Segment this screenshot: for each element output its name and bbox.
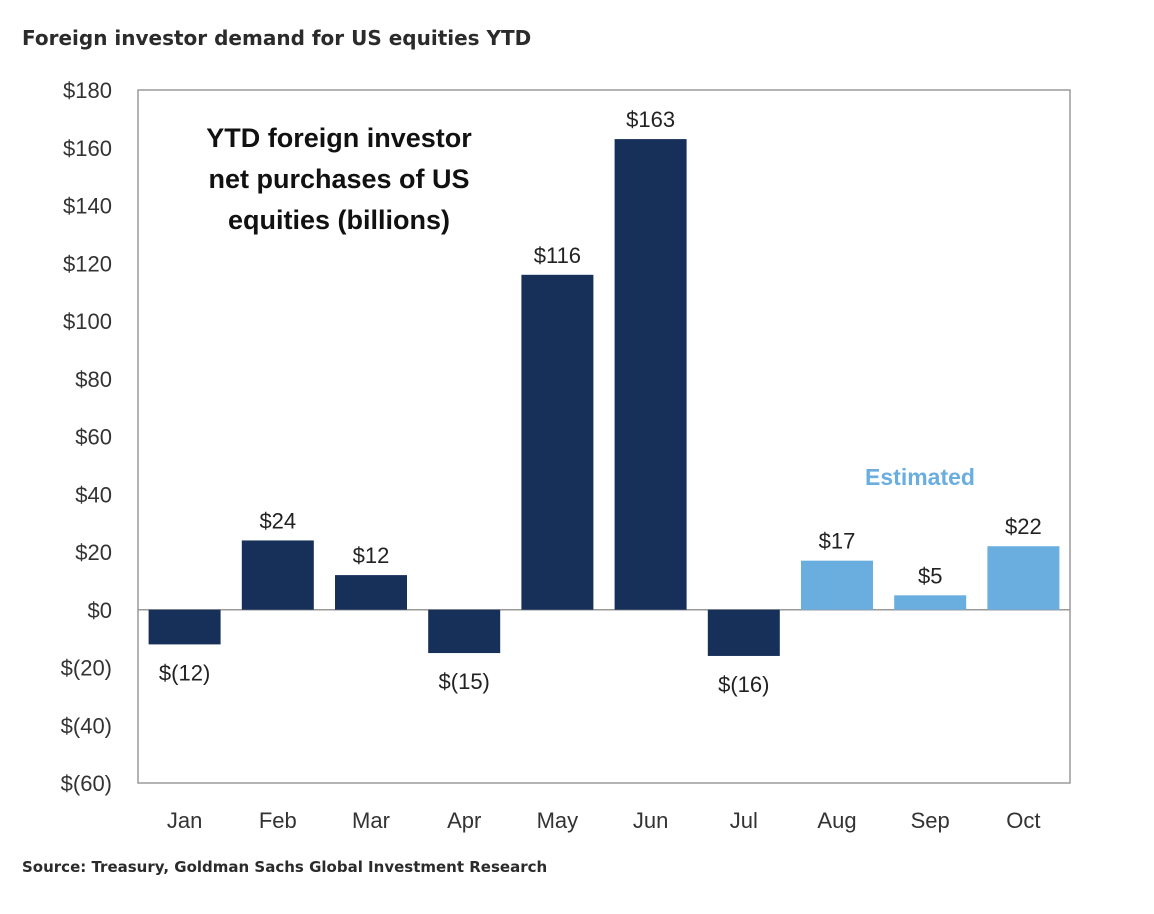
x-tick-label: Jun	[633, 808, 668, 833]
y-tick-label: $20	[75, 540, 112, 565]
bars	[148, 139, 1060, 656]
data-label-oct: $22	[1005, 514, 1042, 539]
bar-apr	[428, 609, 501, 654]
data-label-aug: $17	[819, 529, 856, 554]
y-tick-label: $40	[75, 482, 112, 507]
x-tick-label: Aug	[817, 808, 856, 833]
data-label-may: $116	[534, 243, 581, 268]
source-note: Source: Treasury, Goldman Sachs Global I…	[22, 858, 548, 876]
bar-feb	[241, 540, 314, 610]
y-tick-label: $120	[63, 251, 112, 276]
bar-aug	[801, 560, 873, 610]
bar-may	[521, 274, 594, 610]
y-tick-label: $60	[75, 425, 112, 450]
y-tick-label: $160	[63, 136, 112, 161]
data-label-feb: $24	[259, 508, 296, 533]
y-tick-label: $0	[88, 598, 112, 623]
data-label-mar: $12	[353, 543, 390, 568]
bar-jul	[707, 609, 780, 656]
data-label-jul: $(16)	[718, 672, 769, 697]
x-tick-label: Sep	[911, 808, 950, 833]
data-label-jun: $163	[626, 107, 675, 132]
y-tick-label: $(60)	[61, 771, 112, 796]
y-axis-ticks: $180 $160 $140 $120 $100 $80 $60 $40 $20 $0 $(20) $…	[61, 78, 112, 796]
x-axis-ticks: Jan Feb Mar Apr May Jun Jul Aug Sep Oct	[167, 808, 1041, 833]
x-tick-label: Jul	[730, 808, 758, 833]
x-tick-label: Jan	[167, 808, 202, 833]
data-label-sep: $5	[918, 563, 942, 588]
bar-mar	[335, 575, 407, 610]
x-tick-label: Oct	[1006, 808, 1040, 833]
data-label-apr: $(15)	[439, 669, 490, 694]
estimated-label: Estimated	[865, 464, 975, 490]
y-tick-label: $(40)	[61, 713, 112, 738]
y-tick-label: $140	[63, 194, 112, 219]
plot-frame	[137, 89, 1071, 784]
x-tick-label: May	[537, 808, 579, 833]
chart-title: Foreign investor demand for US equities …	[22, 26, 532, 50]
data-label-jan: $(12)	[159, 660, 210, 685]
bar-jun	[614, 139, 687, 610]
chart-annotation: YTD foreign investor net purchases of US e…	[206, 123, 472, 235]
x-tick-label: Feb	[259, 808, 297, 833]
y-tick-label: $180	[63, 78, 112, 103]
x-tick-label: Apr	[447, 808, 481, 833]
y-tick-label: $(20)	[61, 656, 112, 681]
data-labels: $(12) $24 $12 $(15) $116 $163 $(16) $17 $5 $22	[159, 107, 1042, 697]
bar-jan	[148, 609, 221, 645]
x-tick-label: Mar	[352, 808, 390, 833]
y-tick-label: $80	[75, 367, 112, 392]
bar-sep	[894, 595, 967, 610]
bar-oct	[987, 546, 1060, 610]
y-tick-label: $100	[63, 309, 112, 334]
